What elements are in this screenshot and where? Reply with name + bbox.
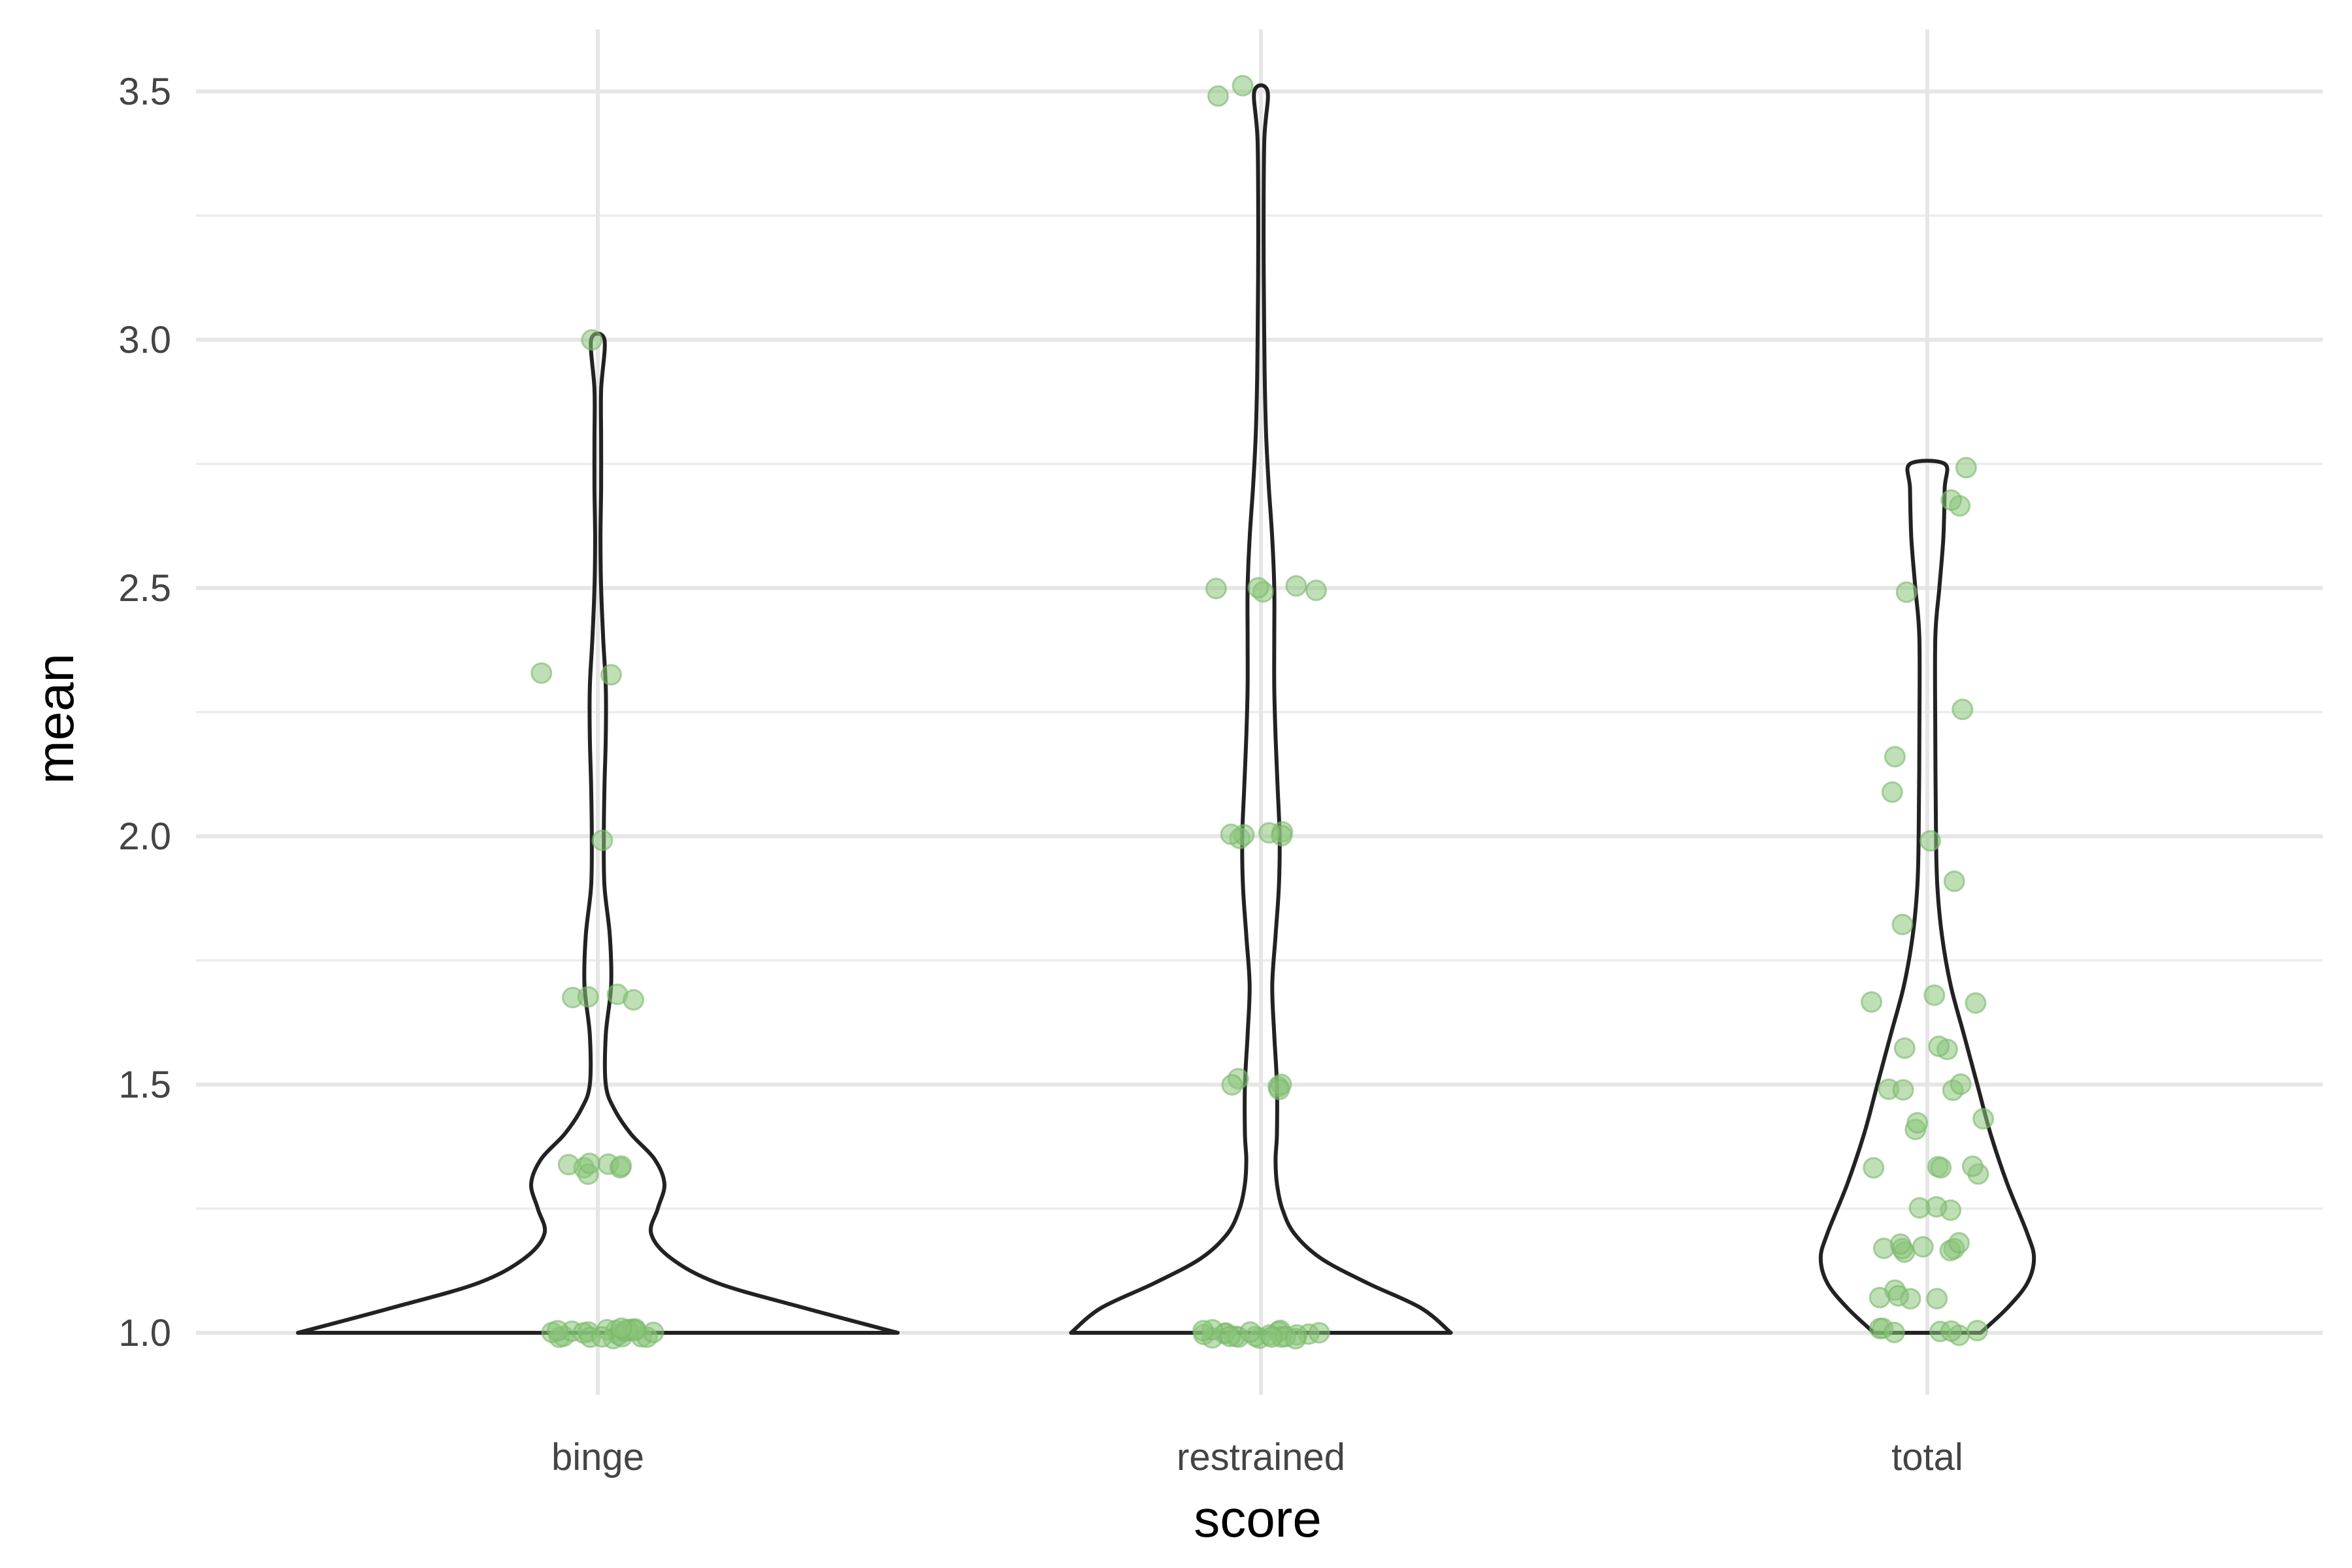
data-point-total [1883,1322,1905,1343]
data-point-total [1923,984,1946,1006]
y-tick-label: 3.5 [118,71,171,113]
data-point-binge [642,1321,664,1343]
x-tick-label: total [1891,1436,1963,1478]
data-point-restrained [1239,1321,1262,1343]
data-point-total [1881,781,1903,803]
data-point-total [1943,870,1965,892]
data-point-total [1965,992,1987,1014]
data-point-binge [610,1155,632,1177]
data-point-total [1961,1155,1984,1177]
data-point-total [1906,1112,1929,1134]
y-tick-label: 2.0 [118,815,171,858]
data-point-total [1930,1156,1952,1179]
data-point-binge [531,662,553,684]
data-point-restrained [1205,578,1227,600]
data-point-total [1955,457,1977,479]
data-point-restrained [1232,74,1254,97]
data-point-binge [579,1152,600,1175]
data-point-binge [557,1154,580,1176]
data-point-total [1940,1320,1962,1342]
x-tick-label: binge [551,1436,644,1478]
data-point-restrained [1207,85,1229,107]
data-point-restrained [1247,577,1269,599]
data-point-total [1952,698,1974,721]
y-tick-label: 1.5 [118,1064,171,1106]
violin-total [1818,459,2036,1335]
y-axis-title: mean [26,653,84,784]
data-point-restrained [1220,823,1242,845]
data-point-binge [547,1320,568,1342]
data-point-restrained [1284,1328,1307,1350]
violins [296,83,2036,1335]
data-point-total [1884,745,1906,768]
data-point-total [1919,830,1942,852]
y-axis-ticks: 1.0 1.5 2.0 2.5 3.0 3.5 [118,71,171,1354]
x-axis-ticks: binge restrained total [551,1436,1963,1478]
data-point-binge [581,329,603,351]
data-point-total [1912,1235,1934,1258]
data-point-total [1940,489,1963,511]
data-point-total [1872,1237,1895,1260]
data-point-total [1948,1232,1970,1254]
data-point-total [1972,1107,1995,1130]
data-point-total [1892,1079,1914,1101]
data-point-total [1967,1320,1988,1342]
data-point-restrained [1261,1326,1282,1348]
data-point-total [1887,1284,1910,1307]
data-point-total [1863,1157,1885,1179]
data-point-total [1895,581,1918,603]
data-point-restrained [1192,1320,1215,1342]
y-tick-label: 3.0 [118,319,171,361]
x-axis-title: score [1194,1490,1322,1548]
data-point-total [1893,1037,1916,1059]
data-point-binge [577,986,599,1008]
data-point-restrained [1218,1326,1241,1347]
data-point-total [1891,913,1914,936]
data-point-total [1908,1197,1931,1219]
data-points [531,74,1995,1350]
x-tick-label: restrained [1177,1436,1345,1478]
data-point-binge [591,1326,613,1348]
data-point-total [1861,991,1882,1013]
data-point-restrained [1268,1079,1290,1100]
data-point-restrained [1271,825,1293,847]
data-point-total [1926,1288,1948,1310]
data-point-binge [591,829,613,851]
data-point-restrained [1285,575,1307,597]
data-point-restrained [1308,1322,1330,1344]
data-point-binge [610,1317,632,1339]
data-point-binge [623,988,645,1011]
data-point-restrained [1221,1074,1243,1096]
data-point-total [1950,1073,1972,1095]
data-point-binge [600,664,622,686]
data-point-restrained [1305,580,1327,602]
data-point-total [1928,1036,1950,1057]
y-tick-label: 1.0 [118,1312,171,1354]
violin-restrained [1069,83,1453,1335]
y-tick-label: 2.5 [118,567,171,610]
